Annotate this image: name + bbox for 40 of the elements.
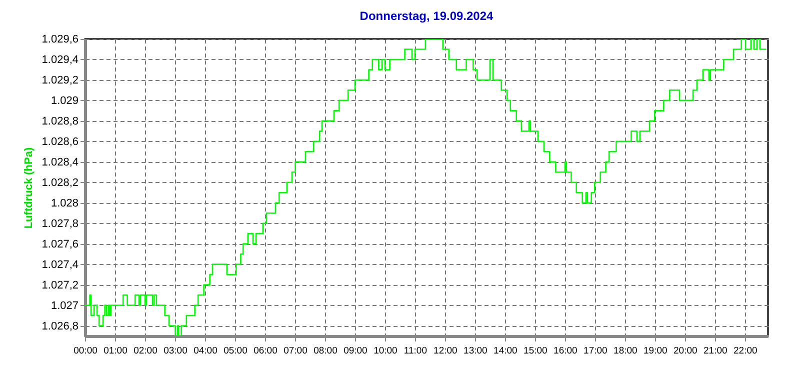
x-tick-label: 15:00 — [524, 346, 548, 356]
x-tick-label: 20:00 — [674, 346, 698, 356]
x-tick-label: 07:00 — [284, 346, 308, 356]
y-tick-label: 1.029 — [50, 94, 78, 107]
y-tick-label: 1.028,8 — [42, 115, 78, 128]
y-tick-label: 1.028,6 — [42, 136, 78, 148]
chart-title: Donnerstag, 19.09.2024 — [360, 9, 494, 23]
y-tick-label: 1.027,6 — [42, 238, 78, 250]
y-tick-label: 1.027 — [50, 300, 78, 312]
x-tick-label: 03:00 — [164, 346, 188, 356]
x-tick-label: 13:00 — [464, 346, 488, 356]
x-tick-label: 14:00 — [494, 346, 518, 356]
x-tick-label: 02:00 — [134, 346, 158, 356]
x-tick-label: 12:00 — [434, 346, 458, 356]
y-tick-label: 1.028,2 — [42, 176, 78, 189]
x-tick-label: 08:00 — [314, 346, 338, 356]
x-tick-label: 04:00 — [194, 346, 218, 356]
x-tick-label: 17:00 — [584, 346, 608, 356]
y-tick-label: 1.029,6 — [42, 34, 78, 46]
y-axis-title: Luftdruck (hPa) — [22, 147, 35, 229]
x-tick-label: 01:00 — [104, 346, 128, 356]
x-tick-label: 00:00 — [74, 346, 98, 356]
y-tick-label: 1.027,4 — [42, 258, 78, 271]
y-tick-label: 1.029,4 — [42, 54, 78, 66]
y-tick-label: 1.026,8 — [42, 320, 78, 332]
y-tick-label: 1.029,2 — [42, 74, 78, 86]
y-tick-label: 1.028 — [50, 197, 78, 210]
x-tick-label: 10:00 — [374, 346, 398, 356]
x-tick-label: 21:00 — [704, 346, 728, 356]
y-tick-label: 1.027,2 — [42, 279, 78, 292]
x-tick-label: 09:00 — [344, 346, 368, 356]
x-tick-label: 05:00 — [224, 346, 248, 356]
x-tick-label: 18:00 — [614, 346, 638, 356]
y-tick-label: 1.028,4 — [42, 156, 78, 168]
x-tick-label: 19:00 — [644, 346, 668, 356]
y-tick-label: 1.027,8 — [42, 218, 78, 230]
x-tick-label: 06:00 — [254, 346, 278, 356]
x-tick-label: 16:00 — [554, 346, 578, 356]
x-tick-label: 11:00 — [404, 346, 427, 356]
x-tick-label: 22:00 — [734, 346, 758, 356]
